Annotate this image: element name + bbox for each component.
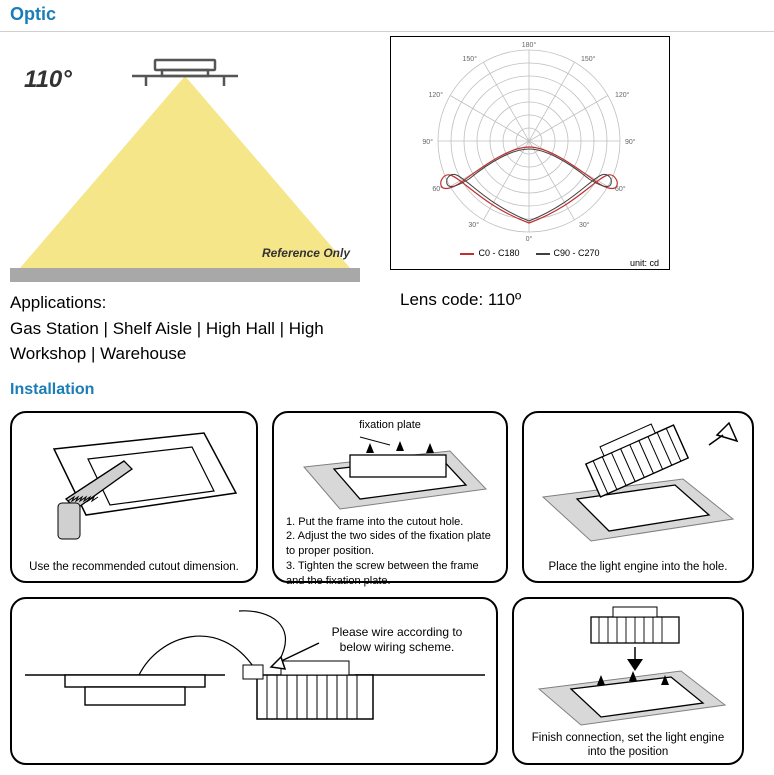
fixation-steps-list: 1. Put the frame into the cutout hole. 2… [282,513,498,589]
polar-unit-label: unit: cd [395,258,665,268]
fixation-plate-label: fixation plate [359,419,421,431]
optic-row: 110° Reference Only [0,32,774,282]
lens-code-label: Lens code: 110º [390,290,730,367]
step-card-cutout: Use the recommended cutout dimension. [10,411,258,583]
svg-text:120°: 120° [429,91,444,99]
svg-text:90°: 90° [422,138,433,146]
step-card-wire: Please wire according to below wiring sc… [10,597,498,765]
fixation-step-3: 3. Tighten the screw between the frame a… [286,559,494,589]
step-text-finish: Finish connection, set the light engine … [522,731,734,760]
fixation-step-2: 2. Adjust the two sides of the fixation … [286,529,494,559]
fixation-step-1: 1. Put the frame into the cutout hole. [286,515,494,530]
step-card-fixation: fixation plate 1. Put the frame into the… [272,411,508,583]
applications-block: Applications: Gas Station | Shelf Aisle … [10,290,360,367]
polar-column: 180° 0° 90° 90° 150° 150° 120° 120° 60° … [390,36,730,282]
step-card-engine: Place the light engine into the hole. [522,411,754,583]
svg-text:180°: 180° [522,41,537,49]
optic-beam-column: 110° Reference Only [10,36,360,282]
applications-label: Applications: [10,290,360,316]
optic-section-title: Optic [0,0,774,32]
svg-text:90°: 90° [625,138,636,146]
optic-captions: Applications: Gas Station | Shelf Aisle … [0,282,774,381]
svg-text:30°: 30° [579,221,590,229]
applications-text: Gas Station | Shelf Aisle | High Hall | … [10,316,360,367]
installation-grid: Use the recommended cutout dimension. fi… [0,405,774,775]
svg-text:30°: 30° [468,221,479,229]
svg-text:0°: 0° [526,235,533,241]
polar-chart: 180° 0° 90° 90° 150° 150° 120° 120° 60° … [390,36,670,270]
step-card-finish: Finish connection, set the light engine … [512,597,744,765]
legend-c0: C0 - C180 [478,248,519,258]
installation-section-title: Installation [0,381,774,405]
reference-only-label: Reference Only [262,246,350,260]
beam-diagram: 110° Reference Only [10,36,360,268]
step-text-engine: Place the light engine into the hole. [548,560,727,574]
svg-text:120°: 120° [615,91,630,99]
step-text-cutout: Use the recommended cutout dimension. [29,560,239,574]
floor-bar [10,268,360,282]
svg-text:150°: 150° [581,55,596,63]
svg-text:150°: 150° [463,55,478,63]
legend-c90: C90 - C270 [554,248,600,258]
polar-legend: C0 - C180 C90 - C270 [395,248,665,258]
wire-note: Please wire according to below wiring sc… [322,625,472,656]
beam-angle-label: 110° [24,66,72,94]
